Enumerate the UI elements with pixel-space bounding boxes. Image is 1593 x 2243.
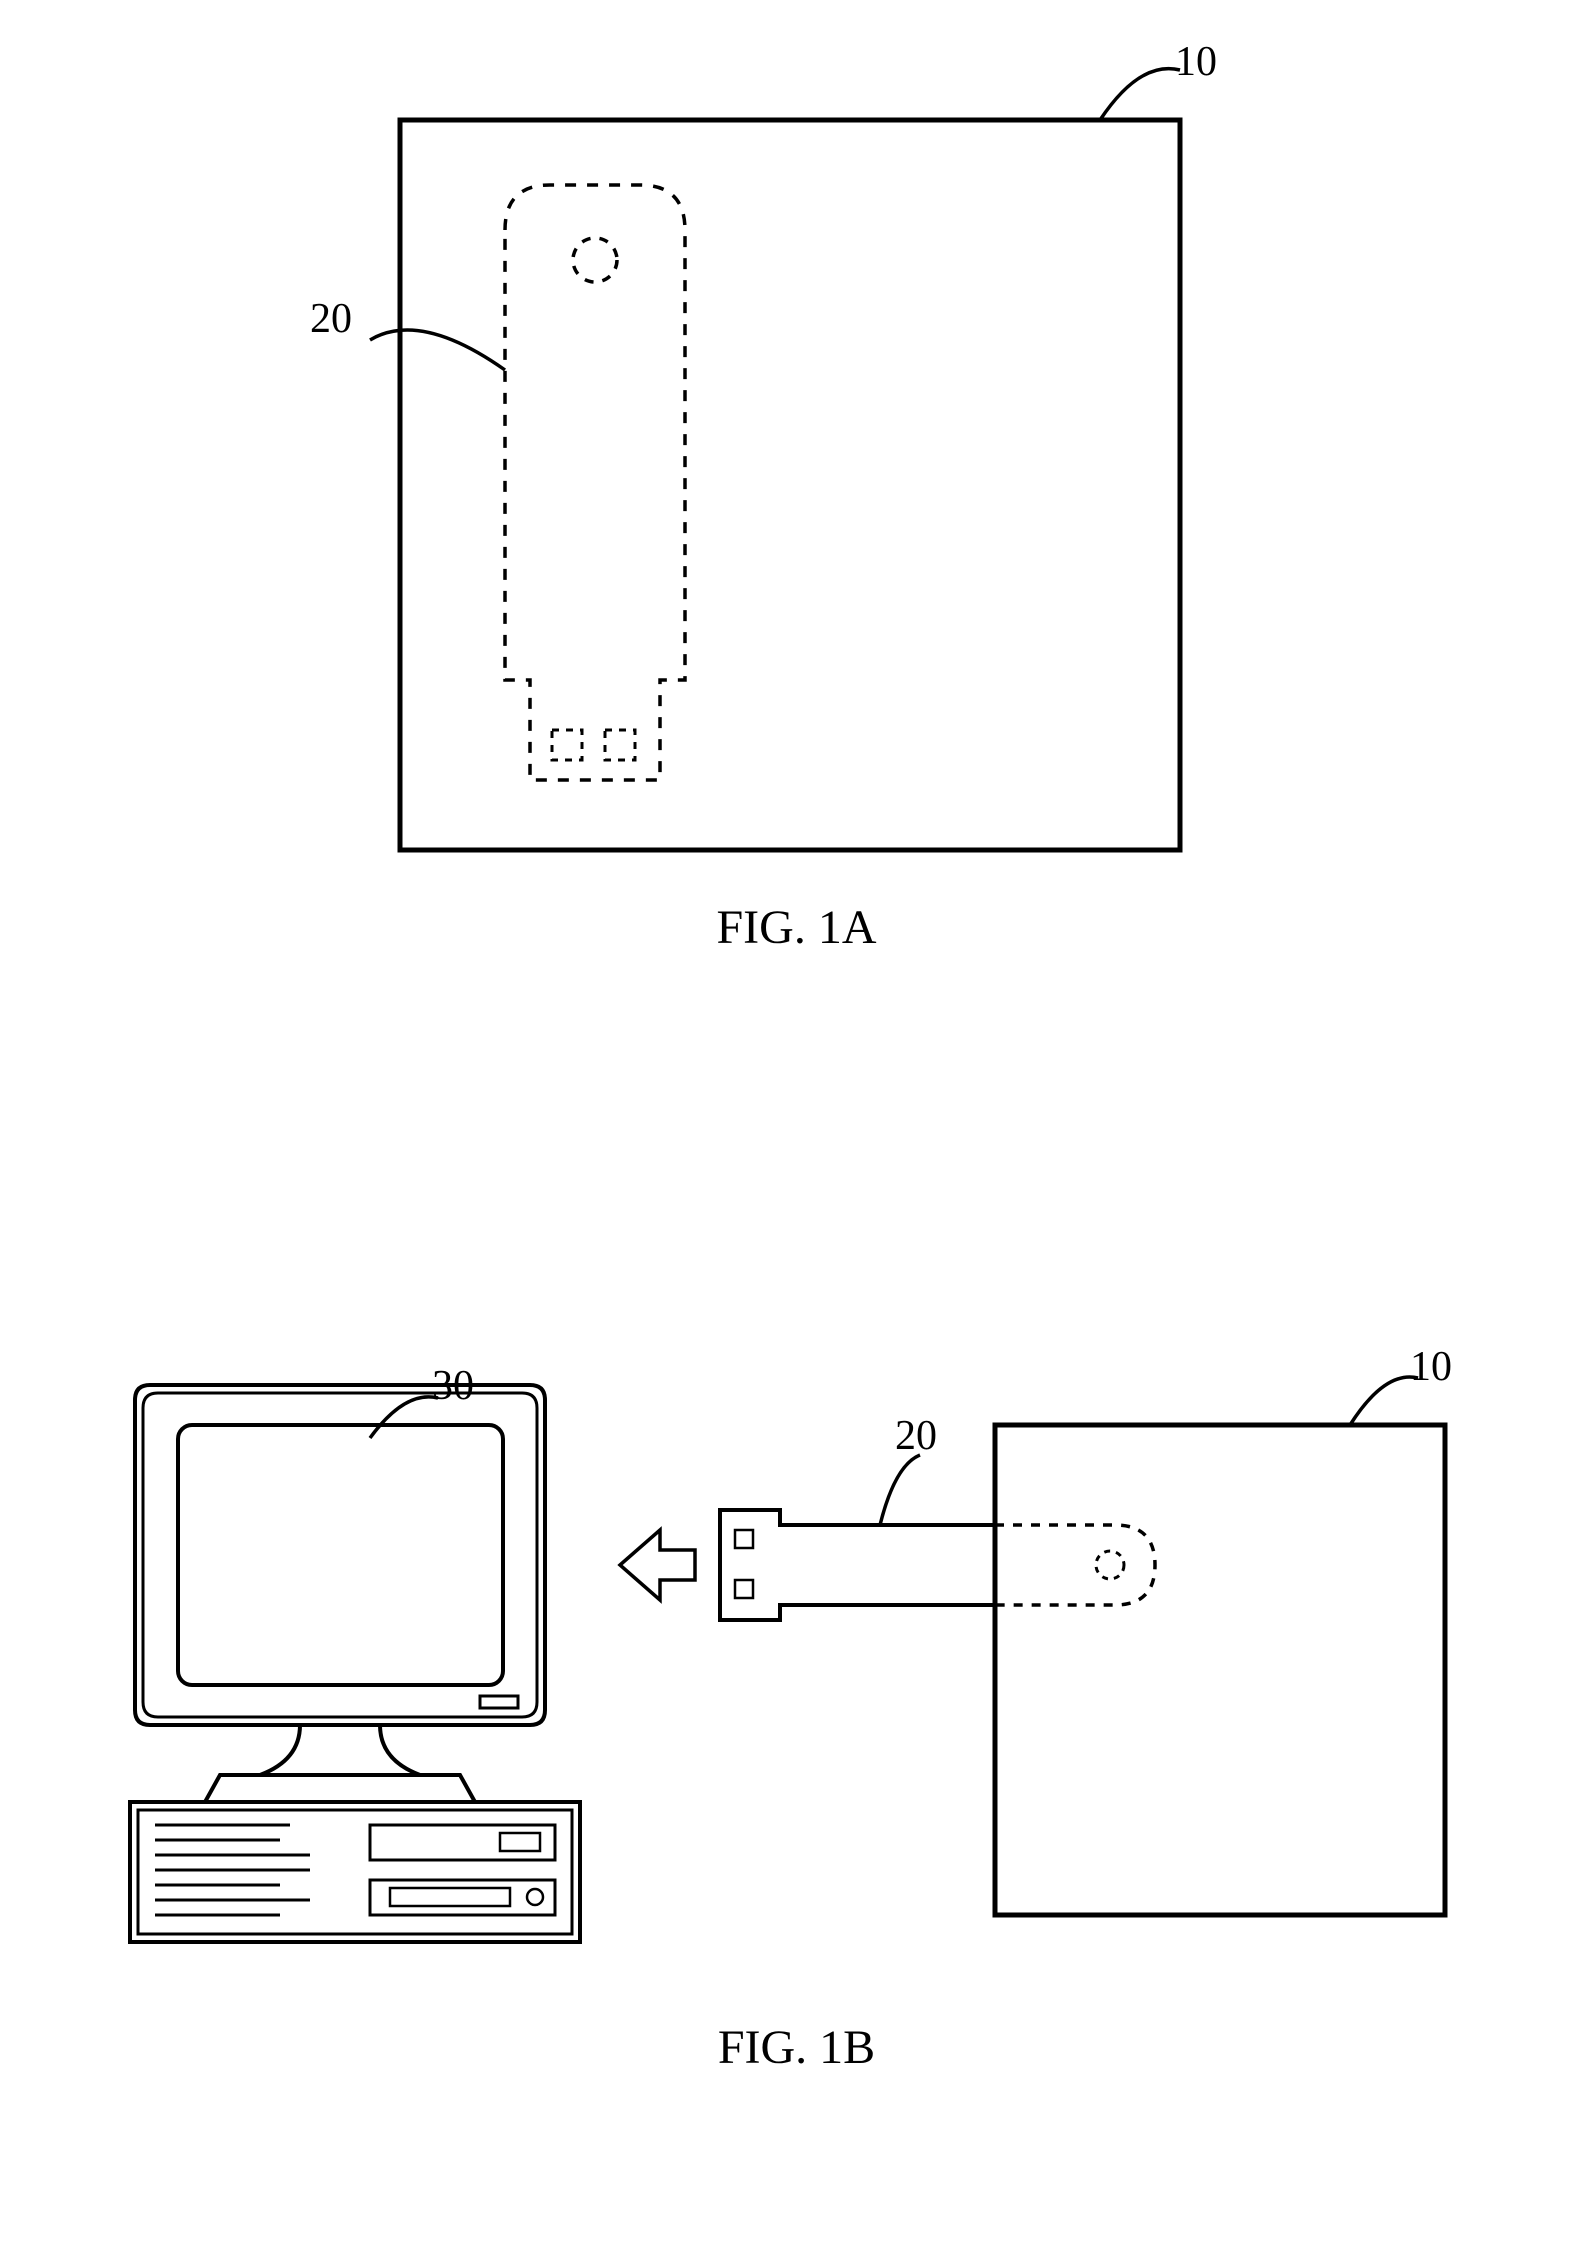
drive-slot-2 bbox=[390, 1888, 510, 1906]
caption-1a: FIG. 1A bbox=[0, 900, 1593, 955]
usb-contact-1 bbox=[552, 730, 582, 760]
monitor-screen bbox=[178, 1425, 503, 1685]
usb-led-circle bbox=[573, 238, 617, 282]
label-20-b: 20 bbox=[895, 1412, 937, 1460]
usb-contact-2 bbox=[605, 730, 635, 760]
leader-10-b bbox=[1350, 1377, 1418, 1425]
label-20: 20 bbox=[310, 295, 352, 343]
leader-20 bbox=[370, 330, 505, 370]
arrow-left bbox=[620, 1530, 695, 1600]
figure-1b-svg bbox=[0, 1200, 1593, 2100]
desktop-case bbox=[130, 1802, 580, 1942]
usb-b-led bbox=[1096, 1551, 1124, 1579]
leader-10 bbox=[1100, 69, 1180, 120]
monitor-outer bbox=[135, 1385, 545, 1725]
label-10-b: 10 bbox=[1410, 1343, 1452, 1391]
monitor-outer-2 bbox=[143, 1393, 537, 1717]
drive-slot-1 bbox=[500, 1833, 540, 1851]
usb-outline-20 bbox=[505, 185, 685, 780]
usb-dashed-inside bbox=[995, 1525, 1155, 1605]
label-10: 10 bbox=[1175, 38, 1217, 86]
leader-20-b bbox=[880, 1455, 920, 1525]
drive-button bbox=[527, 1889, 543, 1905]
caption-1b: FIG. 1B bbox=[0, 2020, 1593, 2075]
drive-bay-1 bbox=[370, 1825, 555, 1860]
monitor-button bbox=[480, 1696, 518, 1708]
figure-1b: 30 20 10 FIG. 1B bbox=[0, 1200, 1593, 2243]
box-10 bbox=[400, 120, 1180, 850]
usb-b-contact-1 bbox=[735, 1530, 753, 1548]
leader-30 bbox=[370, 1397, 438, 1438]
label-30: 30 bbox=[432, 1362, 474, 1410]
figure-1a-svg bbox=[0, 0, 1593, 1000]
box-10-b bbox=[995, 1425, 1445, 1915]
monitor-neck bbox=[260, 1725, 420, 1775]
usb-b-contact-2 bbox=[735, 1580, 753, 1598]
usb-solid-left bbox=[720, 1510, 800, 1620]
monitor-base bbox=[205, 1775, 475, 1802]
figure-1a: 10 20 FIG. 1A bbox=[0, 0, 1593, 1100]
